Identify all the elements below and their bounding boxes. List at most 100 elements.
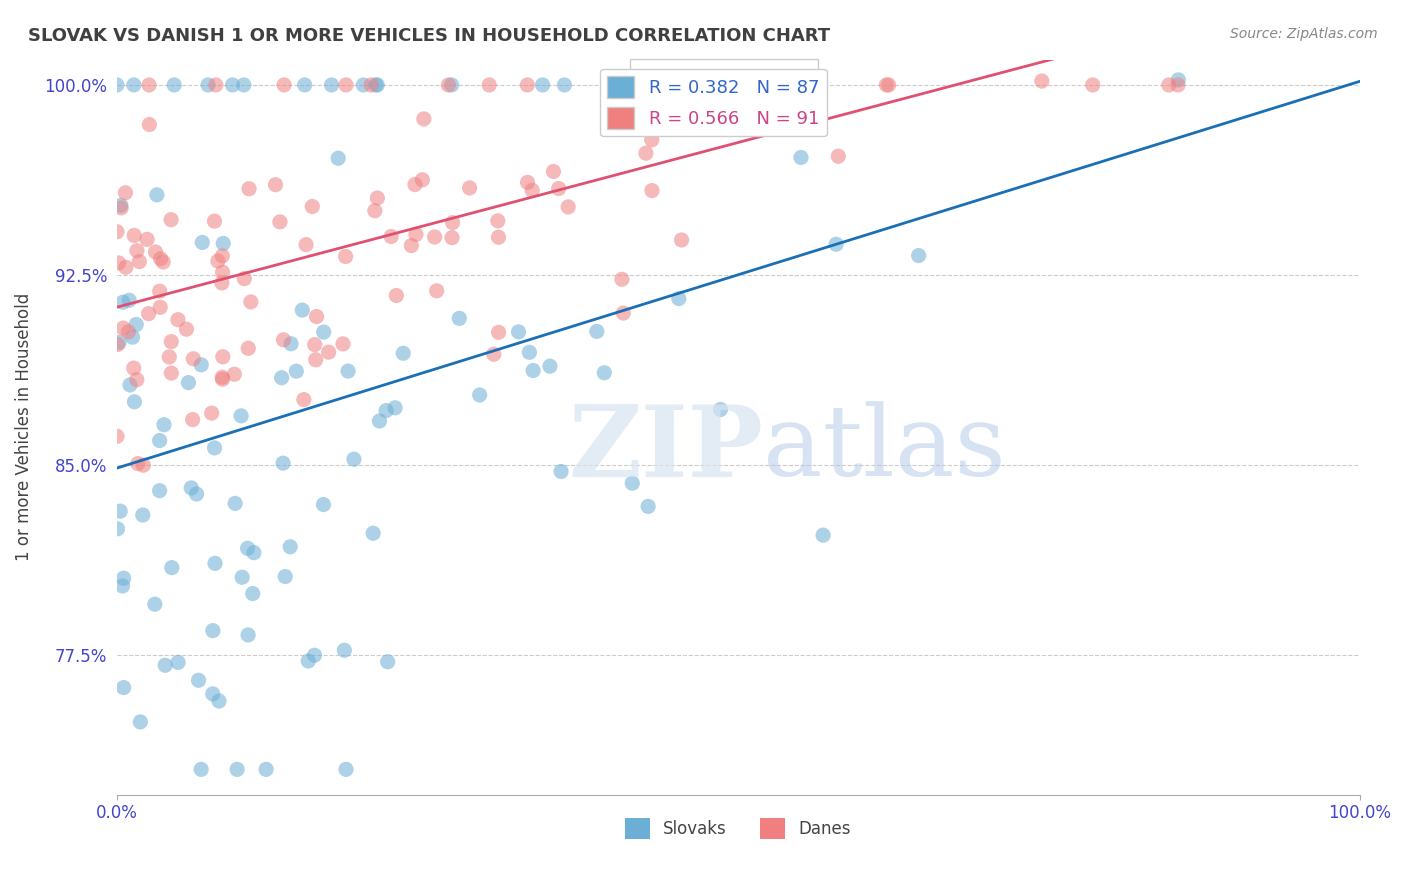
- Slovaks: [321, 78, 343, 92]
- Danes: [138, 307, 160, 321]
- Danes: [211, 265, 233, 279]
- Slovaks: [600, 73, 623, 87]
- Slovaks: [108, 504, 131, 518]
- Danes: [273, 333, 295, 347]
- Danes: [136, 232, 159, 246]
- Danes: [114, 260, 136, 275]
- Slovaks: [163, 78, 186, 92]
- Slovaks: [291, 303, 314, 318]
- Danes: [401, 238, 423, 252]
- Danes: [112, 321, 135, 335]
- Danes: [128, 254, 150, 268]
- Danes: [543, 164, 565, 178]
- Danes: [110, 201, 132, 215]
- Slovaks: [907, 248, 929, 262]
- Slovaks: [585, 325, 607, 339]
- Slovaks: [361, 526, 384, 541]
- Danes: [612, 306, 634, 320]
- Slovaks: [384, 401, 406, 415]
- Danes: [211, 370, 233, 384]
- Slovaks: [280, 336, 302, 351]
- Slovaks: [811, 528, 834, 542]
- Slovaks: [278, 540, 301, 554]
- Danes: [404, 178, 426, 192]
- Danes: [211, 249, 233, 263]
- Slovaks: [271, 456, 294, 470]
- Slovaks: [197, 78, 219, 92]
- Danes: [105, 225, 128, 239]
- Danes: [366, 191, 388, 205]
- Slovaks: [352, 78, 374, 92]
- Slovaks: [254, 763, 277, 777]
- Danes: [405, 227, 427, 242]
- Slovaks: [231, 570, 253, 584]
- Danes: [610, 272, 633, 286]
- Danes: [385, 288, 408, 302]
- Slovaks: [825, 237, 848, 252]
- Slovaks: [392, 346, 415, 360]
- Slovaks: [112, 571, 135, 585]
- Legend: Slovaks, Danes: Slovaks, Danes: [619, 812, 858, 846]
- Danes: [488, 230, 510, 244]
- Slovaks: [125, 318, 148, 332]
- Slovaks: [270, 370, 292, 384]
- Danes: [145, 244, 167, 259]
- Slovaks: [553, 78, 575, 92]
- Slovaks: [343, 452, 366, 467]
- Danes: [264, 178, 287, 192]
- Danes: [440, 230, 463, 244]
- Danes: [641, 133, 664, 147]
- Slovaks: [709, 402, 731, 417]
- Slovaks: [112, 681, 135, 695]
- Danes: [557, 200, 579, 214]
- Danes: [763, 78, 786, 92]
- Slovaks: [110, 198, 132, 212]
- Slovaks: [208, 694, 231, 708]
- Slovaks: [153, 658, 176, 673]
- Danes: [105, 429, 128, 443]
- Slovaks: [129, 714, 152, 729]
- Danes: [441, 216, 464, 230]
- Slovaks: [167, 656, 190, 670]
- Danes: [301, 200, 323, 214]
- Slovaks: [226, 763, 249, 777]
- Danes: [233, 271, 256, 285]
- Danes: [482, 347, 505, 361]
- Y-axis label: 1 or more Vehicles in Household: 1 or more Vehicles in Household: [15, 293, 32, 561]
- Slovaks: [297, 654, 319, 668]
- Danes: [160, 212, 183, 227]
- Slovaks: [229, 409, 252, 423]
- Danes: [478, 78, 501, 92]
- Danes: [204, 214, 226, 228]
- Slovaks: [368, 414, 391, 428]
- Danes: [149, 301, 172, 315]
- Danes: [305, 310, 328, 324]
- Slovaks: [191, 235, 214, 250]
- Slovaks: [651, 78, 673, 92]
- Slovaks: [186, 487, 208, 501]
- Text: R = 0.566   N = 91: R = 0.566 N = 91: [638, 120, 808, 137]
- Danes: [318, 345, 340, 359]
- Danes: [411, 173, 433, 187]
- Slovaks: [550, 465, 572, 479]
- Slovaks: [143, 597, 166, 611]
- Slovaks: [335, 763, 357, 777]
- Danes: [486, 214, 509, 228]
- Slovaks: [790, 151, 813, 165]
- Slovaks: [333, 643, 356, 657]
- Slovaks: [201, 624, 224, 638]
- Danes: [295, 237, 318, 252]
- Danes: [423, 230, 446, 244]
- Slovaks: [224, 496, 246, 510]
- Danes: [125, 373, 148, 387]
- Slovaks: [201, 687, 224, 701]
- Danes: [364, 203, 387, 218]
- Slovaks: [107, 522, 129, 536]
- Slovaks: [236, 628, 259, 642]
- Slovaks: [160, 560, 183, 574]
- Danes: [273, 78, 295, 92]
- Danes: [720, 78, 742, 92]
- Slovaks: [190, 763, 212, 777]
- Danes: [488, 326, 510, 340]
- Danes: [211, 276, 233, 290]
